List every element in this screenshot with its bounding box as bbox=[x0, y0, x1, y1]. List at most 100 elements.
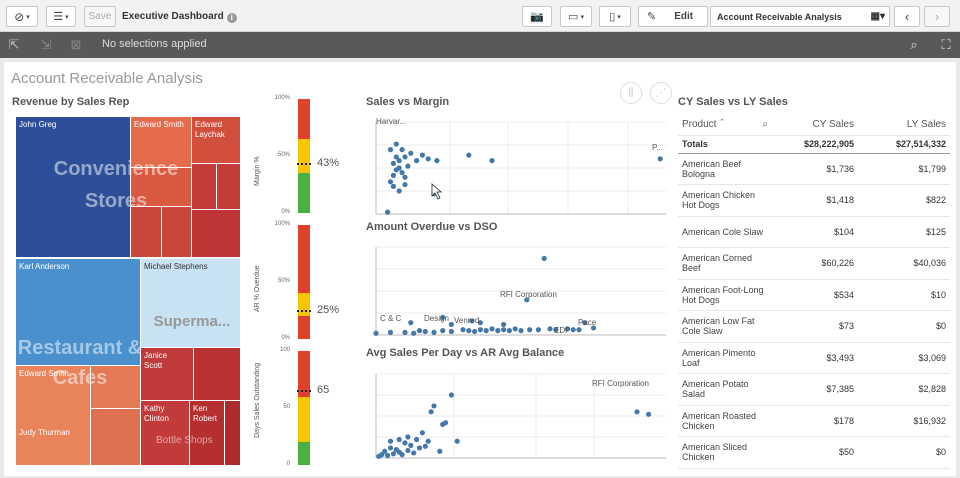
table-row[interactable]: American Sliced Chicken $50 $0 bbox=[678, 436, 950, 469]
table-row[interactable]: American Foot-Long Hot Dogs $534 $10 bbox=[678, 279, 950, 311]
sales-vs-margin-chart[interactable]: Harvar... P... bbox=[366, 112, 670, 218]
data-point[interactable] bbox=[402, 329, 408, 335]
data-point[interactable] bbox=[399, 147, 405, 153]
data-point[interactable] bbox=[411, 330, 417, 336]
data-point[interactable] bbox=[477, 320, 483, 326]
edit-button[interactable]: ✎ Edit bbox=[638, 6, 708, 27]
tools-icon[interactable]: ⫼ bbox=[620, 82, 642, 104]
step-back-icon[interactable]: ⇱ bbox=[8, 37, 20, 52]
data-point[interactable] bbox=[553, 327, 559, 333]
data-point[interactable] bbox=[422, 328, 428, 335]
global-menu-button[interactable]: ☰ ▾ bbox=[46, 6, 76, 27]
data-point[interactable] bbox=[399, 452, 405, 458]
sheet-selector[interactable]: Account Receivable Analysis ▦▾ bbox=[710, 6, 890, 27]
gauge-bar[interactable] bbox=[297, 99, 311, 213]
data-point[interactable] bbox=[483, 328, 489, 334]
data-point[interactable] bbox=[472, 328, 478, 335]
table-row[interactable]: American Pimento Loaf $3,493 $3,069 bbox=[678, 342, 950, 374]
data-point[interactable] bbox=[385, 452, 391, 459]
data-point[interactable] bbox=[518, 328, 524, 334]
data-point[interactable] bbox=[396, 188, 402, 194]
data-point[interactable] bbox=[527, 327, 533, 333]
treemap-cell[interactable]: Janice Scott bbox=[141, 348, 193, 400]
data-point[interactable] bbox=[576, 327, 582, 333]
gauge-bar[interactable] bbox=[297, 225, 311, 339]
data-point[interactable] bbox=[416, 328, 423, 334]
treemap[interactable]: John Greg Edward Smith Edward Laychak Co… bbox=[16, 117, 240, 465]
data-point[interactable] bbox=[387, 445, 394, 451]
treemap-cell[interactable]: Karl Anderson bbox=[16, 259, 140, 365]
amount-overdue-vs-dso-chart[interactable]: RFI Corporation C & C Design Venred EDP Pace bbox=[366, 237, 670, 339]
avg-sales-vs-ar-balance-chart[interactable]: RFI Corporation bbox=[366, 364, 670, 462]
table-row[interactable]: American Corned Beef $60,226 $40,036 bbox=[678, 247, 950, 280]
bookmark-button[interactable]: ▯ ▾ bbox=[599, 6, 631, 27]
next-sheet-button[interactable]: › bbox=[924, 6, 950, 27]
data-point[interactable] bbox=[402, 154, 408, 160]
data-point[interactable] bbox=[390, 160, 396, 166]
data-point[interactable] bbox=[425, 156, 431, 162]
treemap-cell[interactable]: Edward Smith bbox=[131, 117, 191, 167]
data-point[interactable] bbox=[385, 209, 391, 215]
data-point[interactable] bbox=[541, 255, 547, 262]
data-point[interactable] bbox=[434, 158, 440, 164]
clear-selections-icon[interactable]: ⊠ bbox=[70, 37, 82, 52]
treemap-cell[interactable]: Kathy Clinton bbox=[141, 401, 189, 465]
data-point[interactable] bbox=[443, 420, 449, 426]
data-point[interactable] bbox=[506, 328, 512, 334]
data-point[interactable] bbox=[466, 328, 472, 334]
data-point[interactable] bbox=[402, 181, 408, 188]
data-point[interactable] bbox=[393, 154, 399, 160]
data-point[interactable] bbox=[657, 156, 663, 162]
data-point[interactable] bbox=[405, 447, 411, 454]
save-button[interactable]: Save bbox=[84, 6, 116, 27]
data-point[interactable] bbox=[414, 158, 420, 164]
data-point[interactable] bbox=[414, 436, 420, 443]
data-point[interactable] bbox=[489, 326, 495, 332]
data-point[interactable] bbox=[501, 327, 507, 333]
data-point[interactable] bbox=[646, 411, 652, 417]
data-point[interactable] bbox=[405, 434, 411, 440]
previous-sheet-button[interactable]: ‹ bbox=[894, 6, 920, 27]
data-point[interactable] bbox=[382, 448, 388, 454]
data-point[interactable] bbox=[402, 440, 408, 446]
data-point[interactable] bbox=[405, 163, 411, 169]
data-point[interactable] bbox=[437, 448, 443, 454]
data-point[interactable] bbox=[582, 320, 588, 326]
data-point[interactable] bbox=[396, 165, 402, 171]
data-point[interactable] bbox=[379, 452, 385, 458]
data-point[interactable] bbox=[399, 170, 405, 176]
table-row[interactable]: American Potato Salad $7,385 $2,828 bbox=[678, 373, 950, 406]
data-point[interactable] bbox=[425, 438, 431, 444]
data-point[interactable] bbox=[448, 392, 454, 398]
data-point[interactable] bbox=[408, 320, 414, 326]
table-row[interactable]: American Cole Slaw $104 $125 bbox=[678, 216, 950, 248]
data-point[interactable] bbox=[564, 326, 570, 332]
data-point[interactable] bbox=[524, 297, 530, 303]
data-point[interactable] bbox=[431, 329, 437, 335]
data-point[interactable] bbox=[402, 174, 408, 180]
data-point[interactable] bbox=[454, 438, 460, 444]
data-point[interactable] bbox=[501, 321, 507, 328]
snapshot-button[interactable]: 📷 bbox=[522, 6, 552, 27]
table-row[interactable]: American Roasted Chicken $178 $16,932 bbox=[678, 405, 950, 437]
data-point[interactable] bbox=[419, 152, 425, 158]
search-icon[interactable]: ⌕ bbox=[762, 118, 768, 130]
search-icon[interactable]: ⌕ bbox=[910, 37, 918, 52]
data-point[interactable] bbox=[469, 318, 475, 324]
data-point[interactable] bbox=[431, 403, 437, 409]
info-icon[interactable]: i bbox=[226, 13, 237, 23]
data-point[interactable] bbox=[422, 443, 428, 449]
data-point[interactable] bbox=[373, 330, 379, 336]
data-point[interactable] bbox=[428, 409, 434, 415]
data-point[interactable] bbox=[387, 438, 394, 444]
data-point[interactable] bbox=[466, 152, 472, 158]
data-point[interactable] bbox=[393, 141, 399, 147]
data-point[interactable] bbox=[535, 327, 541, 333]
treemap-cell[interactable]: Edward Laychak bbox=[192, 117, 240, 163]
treemap-cell[interactable]: Ken Robert bbox=[190, 401, 224, 465]
data-point[interactable] bbox=[440, 328, 446, 334]
data-point[interactable] bbox=[416, 445, 423, 451]
table-row[interactable]: American Chicken Hot Dogs $1,418 $822 bbox=[678, 184, 950, 217]
data-point[interactable] bbox=[411, 450, 417, 456]
treemap-cell[interactable]: Edward Smith Judy Thurman bbox=[16, 366, 90, 465]
